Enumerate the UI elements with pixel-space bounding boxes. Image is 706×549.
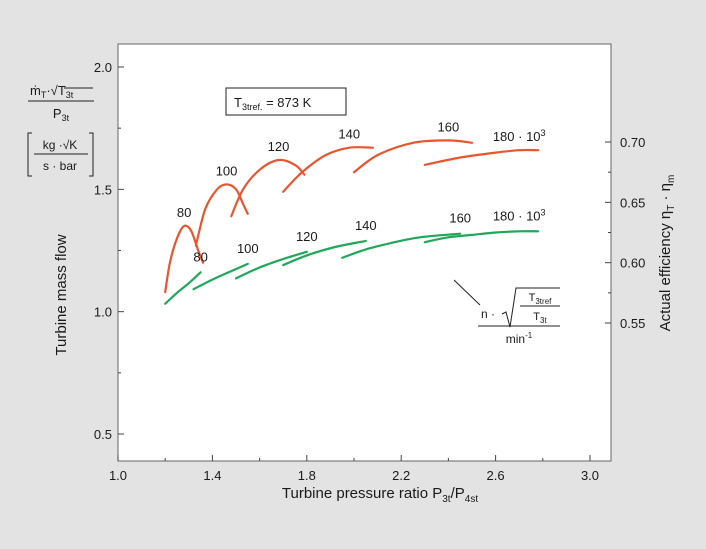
y-tick-label: 1.5 — [94, 182, 112, 197]
y-tick-label: 0.5 — [94, 427, 112, 442]
mass-flow-line-100 — [194, 183, 249, 247]
speed-label-denominator: min-1 — [506, 331, 533, 346]
mass-flow-line-80 — [164, 224, 205, 294]
efficiency-label-180: 180 · 103 — [493, 207, 546, 223]
y-tick-label: 2.0 — [94, 60, 112, 75]
speed-parameter-label: n · T3tref T3t min-1 — [453, 279, 560, 346]
y-axis-right-title: Actual efficiency ηT · ηm — [657, 175, 677, 332]
efficiency-label-80: 80 — [193, 249, 207, 264]
units-numerator: kg ·√K — [43, 138, 78, 152]
mass-flow-line-140 — [282, 146, 374, 193]
efficiency-label-160: 160 — [449, 211, 471, 226]
x-tick-label: 1.4 — [203, 468, 221, 483]
mass-flow-line-120 — [230, 158, 306, 218]
mass-flow-label-80: 80 — [177, 205, 191, 220]
mass-flow-label-160: 160 — [438, 119, 460, 134]
efficiency-label-100: 100 — [237, 241, 259, 256]
x-tick-label: 2.6 — [487, 468, 505, 483]
efficiency-label-120: 120 — [296, 229, 318, 244]
speed-label-root — [501, 287, 560, 328]
efficiency-line-160 — [341, 232, 462, 259]
y-tick-label: 1.0 — [94, 305, 112, 320]
mass-flow-series-group: 80 100 120 140 160 180 · 103 — [164, 119, 546, 294]
units-bracket-left — [27, 132, 32, 177]
efficiency-label-140: 140 — [355, 218, 377, 233]
formula-numerator: ṁT·√T3t — [30, 83, 74, 100]
x-tick-label: 1.8 — [298, 468, 316, 483]
efficiency-line-100 — [192, 262, 249, 291]
mass-flow-label-120: 120 — [268, 139, 290, 154]
x-tick-label: 3.0 — [581, 468, 599, 483]
temperature-box — [225, 87, 347, 116]
y2-tick-label: 0.55 — [620, 316, 645, 331]
efficiency-line-120 — [234, 250, 308, 280]
y2-tick-label: 0.65 — [620, 195, 645, 210]
mass-flow-label-100: 100 — [216, 163, 238, 178]
y2-tick-label: 0.70 — [620, 135, 645, 150]
y-axis-left: 0.5 1.0 1.5 2.0 — [94, 60, 124, 442]
y-axis-right: 0.55 0.60 0.65 0.70 — [605, 135, 645, 331]
mass-flow-units: kg ·√K s · bar — [27, 132, 94, 177]
speed-label-leader — [453, 279, 481, 306]
efficiency-line-140 — [282, 239, 367, 267]
efficiency-line-80 — [164, 271, 202, 305]
units-denominator: s · bar — [43, 159, 77, 173]
mass-flow-label-180: 180 · 103 — [493, 128, 546, 144]
mass-flow-line-180 — [423, 148, 540, 166]
y-axis-left-title: Turbine mass flow — [53, 234, 70, 355]
mass-flow-line-160 — [352, 139, 474, 174]
x-axis: 1.0 1.4 1.8 2.2 2.6 3.0 — [109, 455, 599, 483]
efficiency-series-group: 80 100 120 140 160 180 · 103 — [164, 207, 546, 305]
efficiency-line-180 — [423, 230, 540, 244]
x-axis-title: Turbine pressure ratio P3t/P4st — [282, 485, 478, 505]
formula-denominator: P3t — [53, 106, 70, 123]
y2-tick-label: 0.60 — [620, 256, 645, 271]
x-tick-label: 2.2 — [392, 468, 410, 483]
mass-flow-formula: ṁT·√T3t P3t — [28, 83, 94, 123]
speed-label-prefix: n · — [481, 307, 495, 321]
speed-label-root-numerator: T3tref — [529, 292, 553, 306]
x-tick-label: 1.0 — [109, 468, 127, 483]
mass-flow-label-140: 140 — [338, 127, 360, 142]
units-bracket-right — [89, 132, 94, 177]
temperature-annotation: T3tref. = 873 K — [225, 87, 347, 116]
plot-area — [117, 43, 612, 462]
temperature-text: T3tref. = 873 K — [234, 95, 312, 112]
speed-label-root-denominator: T3t — [533, 311, 547, 325]
